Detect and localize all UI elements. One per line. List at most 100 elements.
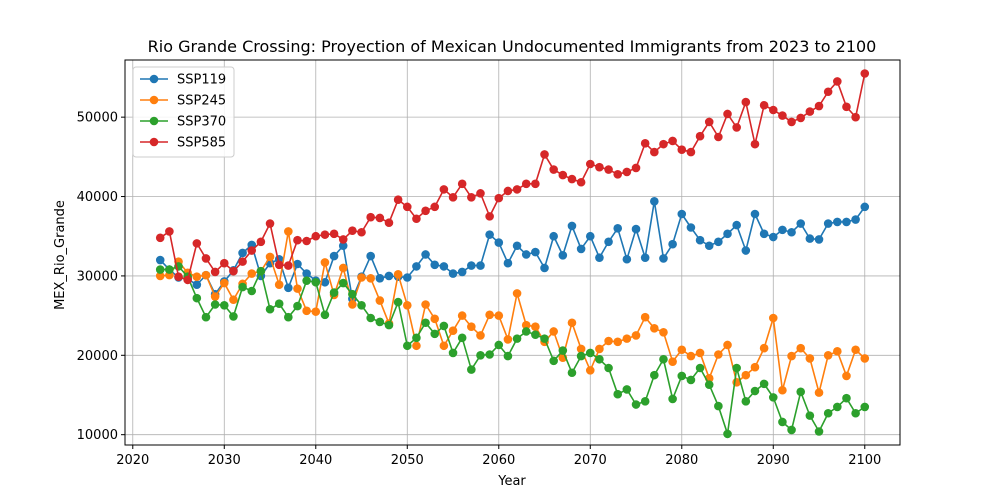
data-point <box>723 340 732 350</box>
data-point <box>842 371 851 381</box>
data-point <box>448 326 458 335</box>
data-point <box>366 313 375 323</box>
data-point <box>531 330 540 339</box>
data-point <box>677 145 687 154</box>
data-point <box>622 167 632 177</box>
data-point <box>320 277 330 287</box>
data-point <box>595 253 604 262</box>
data-point <box>759 343 769 353</box>
data-point <box>430 314 440 324</box>
data-point <box>631 400 641 409</box>
data-point <box>320 258 330 267</box>
x-tick-label: 2050 <box>391 453 424 468</box>
y-tick-label: 40000 <box>77 190 118 205</box>
data-point <box>219 258 229 268</box>
data-point <box>640 397 650 406</box>
data-point <box>750 362 760 372</box>
data-point <box>512 334 522 343</box>
data-point <box>457 333 467 343</box>
data-point <box>668 357 677 366</box>
data-point <box>631 331 641 340</box>
data-point <box>741 370 751 380</box>
data-point <box>412 341 421 351</box>
grid <box>125 60 900 445</box>
y-tick-label: 30000 <box>77 269 118 284</box>
data-point <box>814 388 824 397</box>
data-point <box>677 371 687 381</box>
legend-item: SSP119 <box>140 73 226 88</box>
data-point <box>576 344 586 354</box>
data-point <box>384 218 394 228</box>
data-point <box>457 179 467 189</box>
data-point <box>640 312 650 322</box>
data-point <box>412 333 421 343</box>
data-point <box>714 237 723 247</box>
data-point <box>247 269 257 278</box>
data-point <box>604 336 613 346</box>
legend-marker <box>149 137 159 147</box>
data-point <box>659 327 668 337</box>
data-point <box>238 248 247 258</box>
data-point <box>860 202 870 212</box>
data-point <box>796 343 806 353</box>
x-tick-label: 2030 <box>208 453 241 468</box>
data-point <box>723 109 732 119</box>
legend-label: SSP585 <box>177 136 226 151</box>
data-point <box>805 411 815 420</box>
data-point <box>201 312 211 322</box>
data-point <box>540 334 549 343</box>
data-point <box>494 238 504 247</box>
data-point <box>659 254 668 263</box>
data-point <box>860 69 870 78</box>
data-point <box>759 100 769 110</box>
data-point <box>640 139 650 148</box>
data-point <box>531 247 540 257</box>
y-tick-label: 20000 <box>77 349 118 364</box>
data-point <box>210 292 220 301</box>
data-point <box>732 123 741 132</box>
data-point <box>439 321 449 331</box>
data-point <box>476 261 485 270</box>
data-point <box>668 394 677 404</box>
data-point <box>714 350 723 359</box>
data-point <box>650 324 659 333</box>
x-tick-label: 2080 <box>665 453 698 468</box>
x-tick-label: 2020 <box>116 453 149 468</box>
legend-marker <box>149 74 159 84</box>
data-point <box>265 304 275 314</box>
y-tick-label: 50000 <box>77 111 118 126</box>
data-point <box>823 351 833 360</box>
data-point <box>521 327 531 336</box>
data-point <box>604 165 613 174</box>
data-point <box>842 393 851 403</box>
data-point <box>311 277 321 287</box>
data-point <box>247 246 257 255</box>
data-point <box>704 380 714 389</box>
data-point <box>549 231 558 241</box>
legend-marker <box>149 95 159 105</box>
data-point <box>192 239 202 248</box>
data-point <box>814 235 824 244</box>
data-point <box>293 301 302 311</box>
data-point <box>613 389 623 399</box>
data-point <box>494 340 504 350</box>
data-point <box>402 273 412 282</box>
data-point <box>778 417 787 427</box>
data-point <box>183 275 192 285</box>
data-point <box>366 251 375 261</box>
data-point <box>448 193 458 202</box>
data-point <box>531 322 540 332</box>
data-point <box>503 258 513 268</box>
data-point <box>421 206 430 216</box>
data-point <box>833 77 842 86</box>
data-point <box>576 177 586 187</box>
x-tick-label: 2070 <box>574 453 607 468</box>
data-point <box>540 150 549 159</box>
ticks: 2020 2030 2040 2050 2060 2070 2080 2090 2100 1000… <box>77 111 882 468</box>
data-point <box>512 185 522 194</box>
data-point <box>265 219 275 228</box>
data-point <box>439 262 449 271</box>
legend-item: SSP585 <box>140 136 226 151</box>
data-point <box>375 274 385 283</box>
